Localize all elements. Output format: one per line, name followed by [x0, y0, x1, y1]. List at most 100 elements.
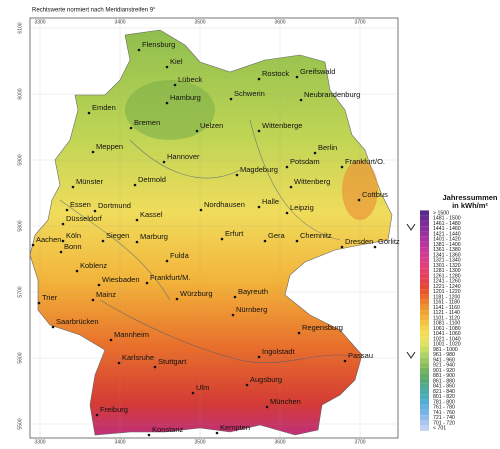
legend-swatch	[420, 415, 429, 421]
legend-label: 981 - 1000	[433, 347, 458, 353]
city-label: Magdeburg	[240, 165, 278, 174]
city-dot	[95, 413, 99, 417]
city-label: Essen	[70, 200, 91, 209]
city-dot	[117, 361, 121, 365]
legend-swatch	[420, 362, 429, 368]
legend-label: 1421 - 1440	[433, 231, 461, 237]
legend-swatch	[420, 241, 429, 248]
city-label: Hannover	[167, 152, 200, 161]
city-label: Passau	[348, 351, 373, 360]
legend-swatch	[420, 236, 429, 242]
rivers	[59, 119, 351, 364]
legend-label: 1161 - 1180	[433, 300, 460, 306]
legend-swatch	[420, 383, 429, 389]
city-label: Uelzen	[200, 121, 223, 130]
city-label: Erfurt	[225, 229, 244, 238]
city-dot	[145, 281, 149, 285]
y-tick-label: 6100	[17, 22, 23, 33]
city-dot	[165, 259, 169, 263]
legend-label: 1281 - 1300	[433, 268, 461, 274]
legend-swatch	[420, 283, 429, 290]
city-label: Düsseldorf	[66, 214, 103, 223]
city-label: Augsburg	[250, 375, 282, 384]
city-label: Emden	[92, 103, 116, 112]
city-label: Bonn	[64, 242, 82, 251]
legend-label: 1481 - 1500	[433, 216, 461, 222]
city-dot	[87, 111, 91, 115]
city-dot	[175, 297, 179, 301]
city-dot	[31, 243, 35, 247]
y-tick-label: 5500	[17, 418, 23, 429]
y-tick-label: 5700	[17, 286, 23, 297]
city-dot	[91, 298, 95, 302]
legend-swatch	[420, 336, 429, 342]
city-label: Nürnberg	[236, 305, 267, 314]
city-label: Mannheim	[114, 330, 149, 339]
legend-label: 761 - 780	[433, 405, 455, 411]
city-dot	[135, 218, 139, 222]
legend-label: 841 - 860	[433, 384, 455, 390]
city-dot	[91, 150, 95, 154]
city-label: Cottbus	[362, 190, 388, 199]
x-tick-label: 3400	[114, 439, 125, 444]
city-label: Lübeck	[178, 75, 202, 84]
legend-label: 1201 - 1220	[433, 289, 461, 295]
y-tick-label: 5900	[17, 154, 23, 165]
legend-label: 1441 - 1460	[433, 226, 461, 232]
city-label: Kempten	[220, 423, 250, 432]
city-label: Kiel	[170, 57, 183, 66]
city-dot	[191, 391, 195, 395]
legend-label: 1401 - 1420	[433, 237, 461, 243]
city-dot	[257, 355, 261, 359]
city-label: Wiesbaden	[102, 275, 140, 284]
legend-swatch	[420, 378, 429, 384]
legend-swatch	[420, 346, 429, 353]
legend-swatch	[420, 315, 429, 321]
city-dot	[295, 75, 299, 79]
city-dot	[313, 151, 317, 155]
city-label: Koblenz	[80, 261, 107, 270]
legend-swatch	[420, 215, 429, 221]
legend-swatch	[420, 420, 429, 426]
city-label: Münster	[76, 177, 104, 186]
legend-label: 1061 - 1080	[433, 326, 461, 332]
city-label: Potsdam	[290, 157, 320, 166]
legend-swatch	[420, 289, 429, 295]
legend-swatch	[420, 299, 429, 305]
legend-title: in kWh/m²	[452, 201, 488, 210]
legend-label: 921 - 940	[433, 363, 455, 369]
legend-swatch	[420, 226, 429, 232]
legend-label: 1381 - 1400	[433, 242, 461, 248]
city-label: Wittenberge	[262, 121, 302, 130]
city-dot	[153, 365, 157, 369]
legend-swatch	[420, 388, 429, 395]
legend-label: 1241 - 1260	[433, 279, 461, 285]
city-dot	[235, 173, 239, 177]
legend-label: 1121 - 1140	[433, 310, 460, 316]
city-label: Chemnitz	[300, 231, 332, 240]
city-label: Trier	[42, 293, 58, 302]
city-dot	[373, 245, 377, 249]
legend-swatch	[420, 331, 429, 337]
city-dot	[97, 283, 101, 287]
city-label: Regensburg	[302, 323, 343, 332]
city-dot	[75, 269, 79, 273]
legend-label: 821 - 840	[433, 389, 455, 395]
city-label: Nordhausen	[204, 200, 245, 209]
legend-swatch	[420, 257, 429, 263]
city-dot	[109, 338, 113, 342]
city-label: Greifswald	[300, 67, 335, 76]
city-label: Wittenberg	[294, 177, 330, 186]
legend-label: 1101 - 1120	[433, 315, 460, 321]
legend-label: 721 - 740	[433, 415, 455, 421]
legend-swatch	[420, 425, 429, 431]
city-label: Dortmund	[98, 201, 131, 210]
legend-label: 1301 - 1320	[433, 263, 461, 269]
legend-swatch	[420, 247, 429, 253]
city-label: Aachen	[36, 235, 61, 244]
legend-label: 1261 - 1280	[433, 273, 461, 279]
city-dot	[65, 208, 69, 212]
city-dot	[340, 245, 344, 249]
legend-label: 1081 - 1100	[433, 321, 460, 327]
city-label: Bayreuth	[238, 287, 268, 296]
